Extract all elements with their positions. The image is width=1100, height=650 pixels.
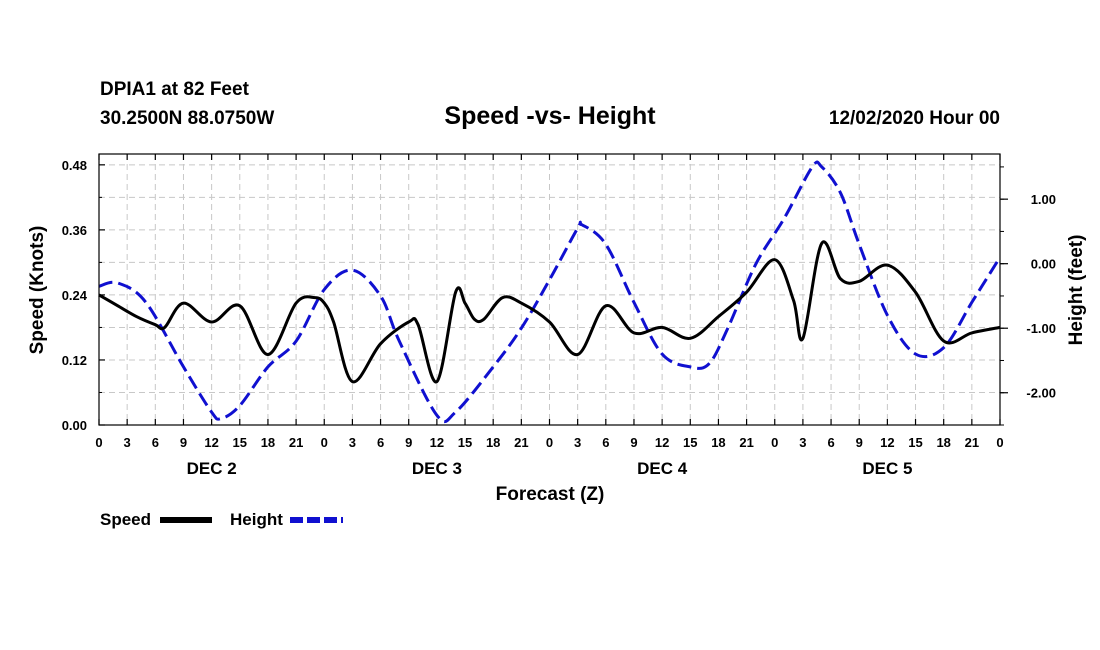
y-right-tick-label: 0.00 — [1031, 257, 1056, 272]
x-tick-label: 6 — [152, 435, 159, 450]
y-left-tick-label: 0.36 — [62, 223, 87, 238]
day-label: DEC 2 — [187, 459, 237, 478]
x-tick-label: 9 — [856, 435, 863, 450]
y-left-tick-label: 0.48 — [62, 158, 87, 173]
x-tick-label: 0 — [771, 435, 778, 450]
y-left-tick-label: 0.00 — [62, 418, 87, 433]
day-label: DEC 4 — [637, 459, 688, 478]
x-tick-label: 21 — [514, 435, 528, 450]
day-label: DEC 5 — [862, 459, 912, 478]
x-tick-label: 15 — [458, 435, 472, 450]
x-tick-label: 0 — [546, 435, 553, 450]
speed-series-line — [98, 240, 1001, 384]
series-layer — [98, 160, 1002, 424]
y-left-axis-title: Speed (Knots) — [27, 226, 48, 355]
x-tick-label: 12 — [655, 435, 669, 450]
x-tick-label: 3 — [349, 435, 356, 450]
y-left-tick-label: 0.24 — [62, 288, 88, 303]
y-left-tick-label: 0.12 — [62, 353, 87, 368]
x-tick-label: 9 — [180, 435, 187, 450]
x-tick-label: 3 — [799, 435, 806, 450]
x-tick-label: 15 — [683, 435, 697, 450]
x-tick-label: 12 — [880, 435, 894, 450]
x-tick-label: 12 — [204, 435, 218, 450]
x-tick-label: 3 — [574, 435, 581, 450]
x-tick-label: 0 — [321, 435, 328, 450]
y-right-tick-label: -2.00 — [1026, 386, 1056, 401]
x-tick-label: 9 — [630, 435, 637, 450]
legend: Speed Height — [100, 510, 343, 529]
x-axis-title: Forecast (Z) — [496, 484, 605, 505]
day-label: DEC 3 — [412, 459, 462, 478]
x-tick-label: 0 — [996, 435, 1003, 450]
x-tick-label: 12 — [430, 435, 444, 450]
legend-height-label: Height — [230, 510, 283, 529]
x-tick-label: 0 — [95, 435, 102, 450]
chart-title: Speed -vs- Height — [444, 102, 656, 130]
issued-label: 12/02/2020 Hour 00 — [829, 108, 1000, 129]
x-tick-label: 21 — [739, 435, 753, 450]
x-tick-label: 6 — [827, 435, 834, 450]
x-tick-label: 18 — [936, 435, 950, 450]
x-tick-label: 9 — [405, 435, 412, 450]
x-tick-label: 18 — [261, 435, 275, 450]
height-series-line — [98, 160, 1002, 424]
x-tick-label: 21 — [965, 435, 979, 450]
axes: 0 3 6 9 12 15 18 21 0 3 6 9 12 15 18 21 0 3 6 9 12 15 18 21 0 3 6 9… — [62, 154, 1056, 478]
y-right-axis-title: Height (feet) — [1066, 235, 1087, 346]
x-tick-label: 18 — [711, 435, 725, 450]
y-right-tick-label: 1.00 — [1031, 192, 1056, 207]
x-tick-label: 18 — [486, 435, 500, 450]
y-right-tick-label: -1.00 — [1026, 321, 1056, 336]
x-tick-label: 6 — [377, 435, 384, 450]
station-label: DPIA1 at 82 Feet — [100, 79, 250, 100]
legend-speed-label: Speed — [100, 510, 151, 529]
x-tick-label: 15 — [908, 435, 922, 450]
x-tick-label: 6 — [602, 435, 609, 450]
x-tick-label: 3 — [124, 435, 131, 450]
x-tick-label: 21 — [289, 435, 303, 450]
grid — [99, 154, 1000, 425]
coords-label: 30.2500N 88.0750W — [100, 108, 274, 129]
x-tick-label: 15 — [233, 435, 247, 450]
